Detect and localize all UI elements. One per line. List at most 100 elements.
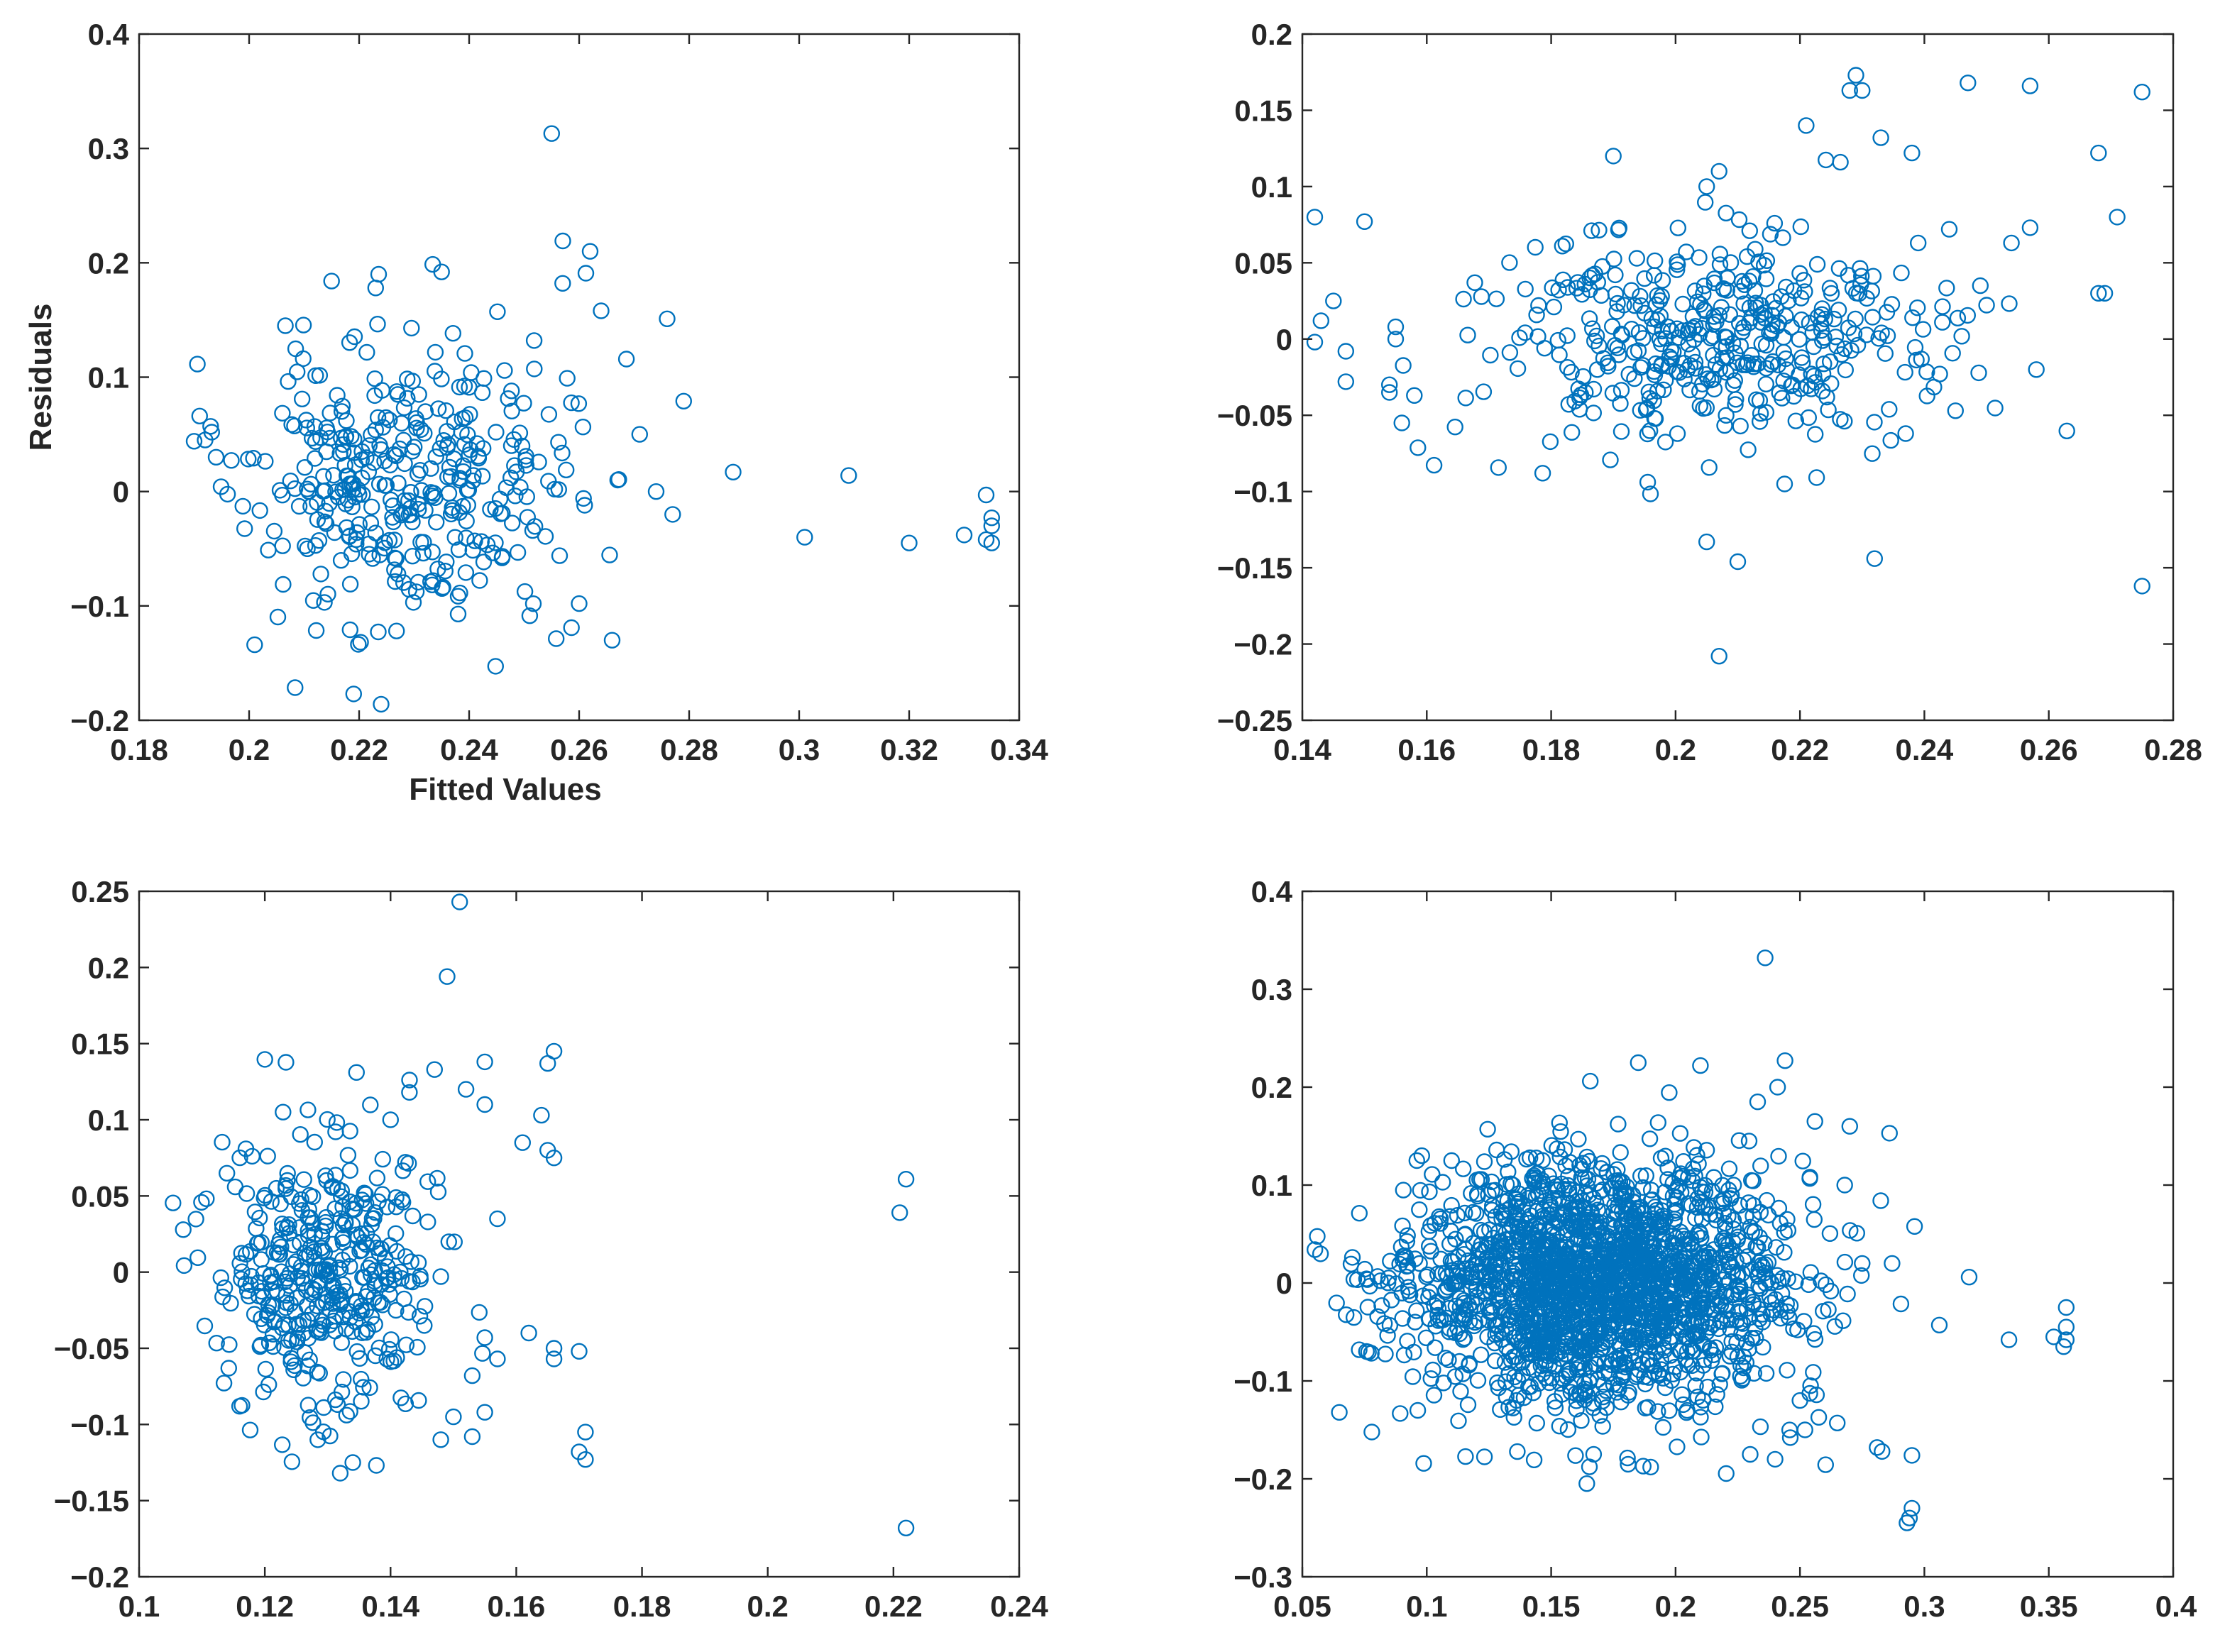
data-point	[288, 1316, 305, 1333]
data-point	[427, 363, 444, 380]
data-point	[297, 537, 314, 555]
data-point	[1507, 1240, 1525, 1258]
data-point	[444, 502, 461, 519]
data-point	[1730, 211, 1748, 228]
data-point	[456, 409, 474, 426]
data-point	[1542, 433, 1559, 451]
data-point	[1606, 1295, 1624, 1312]
data-point	[1605, 1204, 1622, 1221]
y-tick-label: 0.3	[1251, 973, 1292, 1006]
data-point	[260, 541, 277, 558]
data-point	[1657, 434, 1674, 451]
data-point	[1665, 343, 1682, 360]
data-point	[1721, 1348, 1739, 1365]
x-tick-label: 0.18	[1522, 733, 1581, 766]
data-point	[983, 517, 1001, 534]
data-point	[437, 402, 454, 419]
data-point	[1497, 1321, 1515, 1338]
data-point	[1479, 1328, 1496, 1345]
data-point	[1522, 1247, 1539, 1264]
data-point	[212, 1269, 229, 1287]
y-tick-label: −0.2	[70, 704, 129, 737]
data-point	[1892, 1295, 1910, 1313]
data-point	[1626, 297, 1643, 314]
data-point	[221, 1336, 238, 1353]
data-point	[388, 1349, 405, 1366]
data-point	[1607, 266, 1624, 284]
data-point	[1813, 306, 1830, 323]
data-point	[1692, 1057, 1709, 1074]
data-point	[1527, 238, 1544, 256]
data-point	[1359, 1299, 1377, 1316]
data-point	[1691, 326, 1708, 343]
data-point	[1732, 417, 1749, 435]
data-point	[1657, 1147, 1674, 1164]
data-point	[1652, 335, 1670, 353]
data-point	[1668, 261, 1686, 278]
data-point	[328, 1114, 346, 1131]
data-point	[1873, 324, 1890, 341]
data-point	[457, 564, 475, 581]
data-point	[1836, 340, 1853, 357]
data-point	[1854, 1255, 1871, 1272]
data-point	[1550, 282, 1567, 299]
data-point	[1591, 337, 1608, 355]
data-point	[1913, 351, 1930, 368]
data-point	[307, 1282, 324, 1299]
data-point	[475, 554, 493, 571]
data-point	[363, 498, 380, 515]
data-point	[1692, 1409, 1709, 1426]
data-point	[1614, 1173, 1631, 1191]
data-point	[1688, 1365, 1705, 1382]
x-tick-label: 0.16	[488, 1590, 546, 1623]
data-point	[1511, 329, 1528, 346]
data-point	[1527, 1149, 1545, 1167]
data-point	[1806, 426, 1824, 443]
data-point	[1683, 1316, 1701, 1333]
marker-group	[185, 125, 1001, 713]
data-point	[482, 501, 499, 518]
data-point	[1608, 1384, 1626, 1401]
data-point	[299, 540, 316, 557]
data-point	[1520, 1359, 1537, 1377]
data-point	[571, 1343, 588, 1360]
data-point	[1666, 1358, 1683, 1376]
data-point	[1443, 1152, 1461, 1169]
data-point	[1661, 1402, 1678, 1419]
data-point	[427, 343, 444, 361]
data-point	[432, 440, 449, 457]
data-point	[278, 1287, 295, 1304]
data-point	[1769, 356, 1787, 374]
data-point	[1644, 1312, 1661, 1330]
data-point	[1441, 1235, 1458, 1252]
data-point	[283, 1331, 300, 1349]
data-point	[446, 529, 463, 546]
data-point	[1751, 1254, 1768, 1271]
data-point	[446, 1233, 463, 1250]
data-point	[1987, 400, 2004, 417]
data-point	[341, 1193, 358, 1211]
data-point	[1509, 1443, 1526, 1460]
data-point	[189, 1249, 207, 1267]
data-point	[358, 1195, 375, 1212]
data-point	[1593, 1155, 1611, 1172]
data-point	[1570, 1130, 1587, 1148]
data-point	[367, 280, 384, 297]
marker-group	[1306, 67, 2150, 665]
data-point	[370, 475, 388, 492]
data-point	[433, 263, 450, 280]
data-point	[1828, 1414, 1846, 1432]
data-point	[1605, 1375, 1622, 1393]
y-tick-label: 0.05	[71, 1179, 129, 1213]
data-point	[327, 483, 344, 500]
data-point	[461, 406, 478, 423]
data-point	[1645, 392, 1662, 409]
data-point	[545, 1149, 563, 1167]
data-point	[1613, 382, 1630, 399]
x-tick-label: 0.16	[1397, 733, 1456, 766]
y-tick-label: −0.2	[1234, 628, 1292, 661]
data-point	[339, 1147, 357, 1164]
data-point	[1794, 1152, 1811, 1169]
data-point	[1511, 1193, 1528, 1211]
data-point	[1818, 388, 1835, 406]
